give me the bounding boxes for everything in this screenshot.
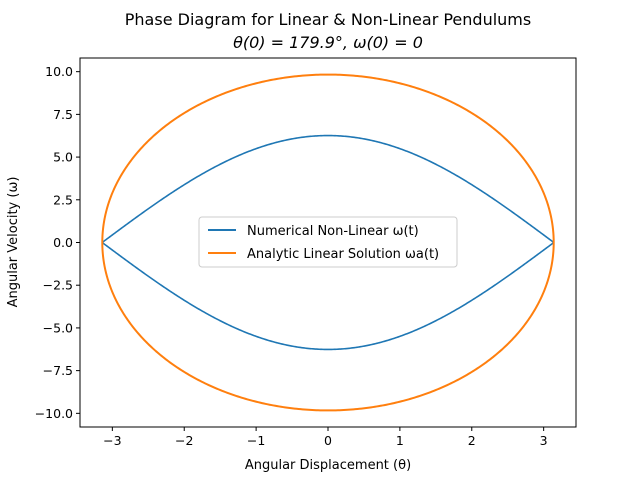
y-axis-label: Angular Velocity (ω) xyxy=(6,177,21,308)
x-tick-label: −2 xyxy=(175,433,193,448)
x-axis-ticks: −3 −2 −1 0 1 2 3 xyxy=(103,427,548,448)
x-tick-label: 0 xyxy=(324,433,332,448)
series-line-analytic-linear xyxy=(101,73,555,412)
legend-label-analytic: Analytic Linear Solution ωa(t) xyxy=(247,247,439,262)
y-tick-label: −2.5 xyxy=(43,278,73,293)
y-tick-label: 2.5 xyxy=(53,192,73,207)
x-axis-label: Angular Displacement (θ) xyxy=(245,458,411,473)
legend-label-numerical: Numerical Non-Linear ω(t) xyxy=(247,224,419,239)
y-tick-label: −7.5 xyxy=(43,363,73,378)
x-tick-label: −3 xyxy=(103,433,121,448)
y-tick-label: 10.0 xyxy=(45,64,73,79)
legend-box xyxy=(198,216,458,268)
y-tick-label: 0.0 xyxy=(53,235,73,250)
chart-title: Phase Diagram for Linear & Non-Linear Pe… xyxy=(125,10,531,29)
chart-subtitle: θ(0) = 179.9°, ω(0) = 0 xyxy=(233,33,423,52)
x-tick-label: 2 xyxy=(468,433,476,448)
y-tick-label: −5.0 xyxy=(43,320,73,335)
plot-area xyxy=(101,73,555,412)
y-tick-label: 5.0 xyxy=(53,150,73,165)
x-tick-label: −1 xyxy=(247,433,265,448)
y-axis-ticks: −10.0 −7.5 −5.0 −2.5 0.0 2.5 5.0 7.5 10.0 xyxy=(35,64,80,421)
y-tick-label: 7.5 xyxy=(53,107,73,122)
x-tick-label: 1 xyxy=(396,433,404,448)
y-tick-label: −10.0 xyxy=(35,406,73,421)
x-tick-label: 3 xyxy=(540,433,548,448)
legend: Numerical Non-Linear ω(t) Analytic Linea… xyxy=(198,216,458,268)
